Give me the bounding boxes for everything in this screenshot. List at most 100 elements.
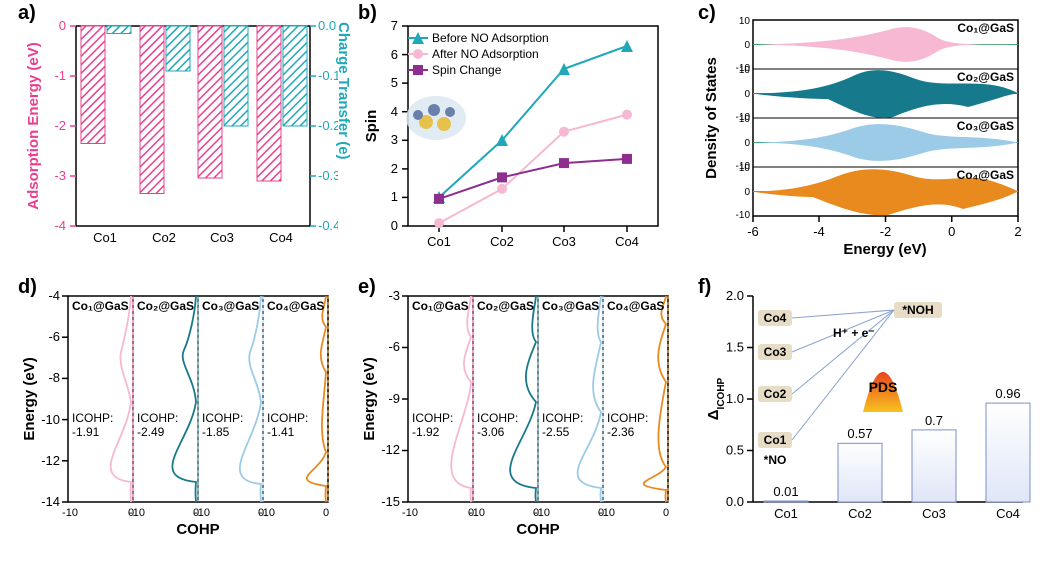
a-ytick-r: -0.4 [318, 218, 338, 233]
svg-text:0: 0 [744, 138, 750, 149]
svg-text:0.0: 0.0 [726, 494, 744, 509]
svg-text:Co1: Co1 [764, 433, 787, 447]
svg-text:-10: -10 [599, 507, 615, 519]
svg-text:10: 10 [739, 114, 751, 125]
svg-text:2.0: 2.0 [726, 288, 744, 303]
b-line-change [439, 159, 627, 199]
a-bar-ct [166, 26, 190, 71]
svg-text:After NO Adsorption: After NO Adsorption [432, 47, 539, 61]
svg-text:Co3: Co3 [764, 345, 787, 359]
a-ytick-r: -0.3 [318, 168, 338, 183]
b-legend: Before NO Adsorption After NO Adsorption… [408, 31, 549, 77]
svg-text:-12: -12 [381, 442, 400, 457]
f-bar [764, 501, 808, 502]
svg-text:-10: -10 [194, 507, 210, 519]
f-val: 0.57 [847, 426, 872, 441]
b-cat: Co3 [552, 234, 576, 249]
d-icohp: -1.91 [72, 425, 100, 439]
a-bar-ct [224, 26, 248, 126]
d-ytick: -10 [41, 412, 60, 427]
a-cat: Co2 [152, 230, 176, 245]
svg-text:Co4: Co4 [996, 506, 1020, 521]
f-val: 0.7 [925, 413, 943, 428]
svg-text:-2.49: -2.49 [137, 425, 165, 439]
svg-text:-2.36: -2.36 [607, 425, 635, 439]
panel-b: 0 1 2 3 4 5 6 7 Co1 Co2 Co3 Co4 [358, 8, 678, 258]
a-ytick-r: 0.0 [318, 18, 336, 33]
svg-text:Co4: Co4 [764, 311, 787, 325]
a-ytick-l: -4 [54, 218, 66, 233]
d-ytick: -8 [48, 370, 60, 385]
f-bar [912, 430, 956, 502]
svg-text:0: 0 [323, 507, 329, 519]
panel-d-svg: -4 -6 -8 -10 -12 -14 -100 -100 -100 -100… [18, 282, 338, 547]
panel-c: Co₁@GaS Co₂@GaS Co₃@GaS Co₄@GaS 100-10 1… [698, 8, 1033, 258]
b-ytick: 4 [391, 104, 398, 119]
c-xtick: -4 [813, 224, 825, 239]
svg-text:Energy (eV): Energy (eV) [361, 357, 378, 440]
b-ylabel: Spin [363, 110, 380, 143]
svg-text:-10: -10 [402, 507, 418, 519]
svg-text:-3.06: -3.06 [477, 425, 505, 439]
svg-text:-9: -9 [388, 391, 400, 406]
c-track-label: Co₃@GaS [957, 119, 1014, 133]
b-ytick: 0 [391, 218, 398, 233]
b-ytick: 1 [391, 189, 398, 204]
d-ylabel: Energy (eV) [21, 357, 38, 440]
svg-text:-1.85: -1.85 [202, 425, 230, 439]
svg-text:-15: -15 [381, 494, 400, 509]
panel-f: 0.0 0.5 1.0 1.5 2.0 Co4 Co3 Co2 Co1 *NO … [698, 282, 1033, 547]
c-xtick: 0 [948, 224, 955, 239]
a-ylabel-right: Charge Transfer (e) [335, 22, 352, 160]
c-track-label: Co₁@GaS [957, 21, 1014, 35]
svg-text:10: 10 [739, 65, 751, 76]
panel-a-plot-area: 0 -1 -2 -3 -4 0.0 -0.1 -0.2 -0.3 -0.4 [25, 18, 338, 245]
svg-text:10: 10 [739, 163, 751, 174]
f-ylabel: ΔICOHP [705, 377, 727, 420]
b-ytick: 7 [391, 18, 398, 33]
figure-root: a) b) c) d) e) f) [0, 0, 1048, 562]
a-cat: Co4 [269, 230, 293, 245]
a-bar-ae [81, 26, 105, 144]
f-react-label: H⁺ + e⁻ [833, 326, 875, 340]
f-val: 0.96 [995, 386, 1020, 401]
svg-text:ICOHP:: ICOHP: [477, 411, 518, 425]
svg-text:COHP: COHP [516, 521, 559, 538]
svg-text:-10: -10 [534, 507, 550, 519]
panel-a: 0 -1 -2 -3 -4 0.0 -0.1 -0.2 -0.3 -0.4 [18, 8, 338, 258]
svg-text:0.5: 0.5 [726, 443, 744, 458]
c-xtick: -2 [880, 224, 892, 239]
d-ytick: -12 [41, 453, 60, 468]
d-xlabel: COHP [176, 521, 219, 538]
d-icohp-prefix: ICOHP: [72, 411, 113, 425]
svg-text:0: 0 [744, 89, 750, 100]
svg-text:1.5: 1.5 [726, 340, 744, 355]
d-ytick: -4 [48, 288, 60, 303]
svg-text:Co1: Co1 [774, 506, 798, 521]
svg-text:Co3: Co3 [922, 506, 946, 521]
c-ylabel: Density of States [703, 57, 720, 179]
molecule-inset-icon [406, 96, 466, 140]
svg-text:ICOHP:: ICOHP: [267, 411, 308, 425]
svg-text:-2.55: -2.55 [542, 425, 570, 439]
svg-text:*NO: *NO [764, 453, 787, 467]
svg-text:-10: -10 [736, 210, 751, 221]
d-track-label: Co₃@GaS [202, 299, 259, 313]
svg-text:0: 0 [744, 40, 750, 51]
b-ytick: 2 [391, 161, 398, 176]
a-cat: Co3 [210, 230, 234, 245]
d-track-label: Co₂@GaS [137, 299, 194, 313]
svg-text:-10: -10 [259, 507, 275, 519]
a-ytick-l: -2 [54, 118, 66, 133]
svg-text:Co2: Co2 [764, 387, 787, 401]
svg-text:Before NO Adsorption: Before NO Adsorption [432, 31, 549, 45]
a-cat: Co1 [93, 230, 117, 245]
d-track-label: Co₁@GaS [72, 299, 129, 313]
b-ytick: 6 [391, 47, 398, 62]
a-bar-ct [283, 26, 307, 126]
d-ytick: -6 [48, 329, 60, 344]
svg-text:-1.92: -1.92 [412, 425, 440, 439]
svg-text:ICOHP:: ICOHP: [202, 411, 243, 425]
a-bar-ae [257, 26, 281, 181]
a-bar-ae [140, 26, 164, 194]
